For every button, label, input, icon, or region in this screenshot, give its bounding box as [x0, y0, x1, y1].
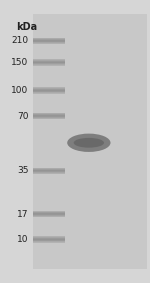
Ellipse shape	[67, 134, 111, 152]
Bar	[33, 42, 65, 43]
Bar	[33, 239, 65, 240]
Text: 210: 210	[11, 37, 28, 45]
Bar	[33, 114, 65, 115]
Bar	[33, 40, 65, 41]
Bar	[33, 87, 65, 88]
Bar	[33, 170, 65, 171]
Bar	[33, 92, 65, 93]
Bar	[33, 113, 65, 114]
Bar	[33, 214, 65, 215]
Bar	[33, 64, 65, 65]
Bar	[33, 173, 65, 174]
Bar	[33, 88, 65, 89]
Bar	[33, 61, 65, 62]
Text: 35: 35	[17, 166, 28, 175]
Text: 70: 70	[17, 112, 28, 121]
Bar	[33, 118, 65, 119]
Bar	[33, 63, 65, 64]
FancyBboxPatch shape	[33, 14, 147, 269]
Bar	[33, 91, 65, 92]
Bar	[33, 60, 65, 61]
Bar	[33, 169, 65, 170]
Bar	[33, 241, 65, 242]
Bar	[33, 242, 65, 243]
Bar	[33, 238, 65, 239]
Bar	[33, 62, 65, 63]
Text: kDa: kDa	[16, 22, 38, 32]
Bar	[33, 216, 65, 217]
Bar	[33, 43, 65, 44]
Bar	[33, 93, 65, 94]
Bar	[33, 168, 65, 169]
Bar	[33, 240, 65, 241]
Bar	[33, 89, 65, 90]
Bar	[33, 117, 65, 118]
Bar	[33, 213, 65, 214]
Text: 17: 17	[17, 210, 28, 218]
Bar	[33, 236, 65, 237]
Bar	[33, 212, 65, 213]
Bar	[33, 59, 65, 60]
Bar	[33, 39, 65, 40]
Bar	[33, 215, 65, 216]
Text: 150: 150	[11, 58, 28, 67]
Bar	[33, 115, 65, 116]
Bar	[33, 171, 65, 172]
Bar	[33, 211, 65, 212]
Bar	[33, 116, 65, 117]
Bar	[33, 237, 65, 238]
Bar	[33, 172, 65, 173]
Bar	[33, 90, 65, 91]
Bar	[33, 65, 65, 66]
Ellipse shape	[74, 138, 104, 148]
Text: 100: 100	[11, 86, 28, 95]
Bar	[33, 38, 65, 39]
Text: 10: 10	[17, 235, 28, 244]
Bar	[33, 41, 65, 42]
